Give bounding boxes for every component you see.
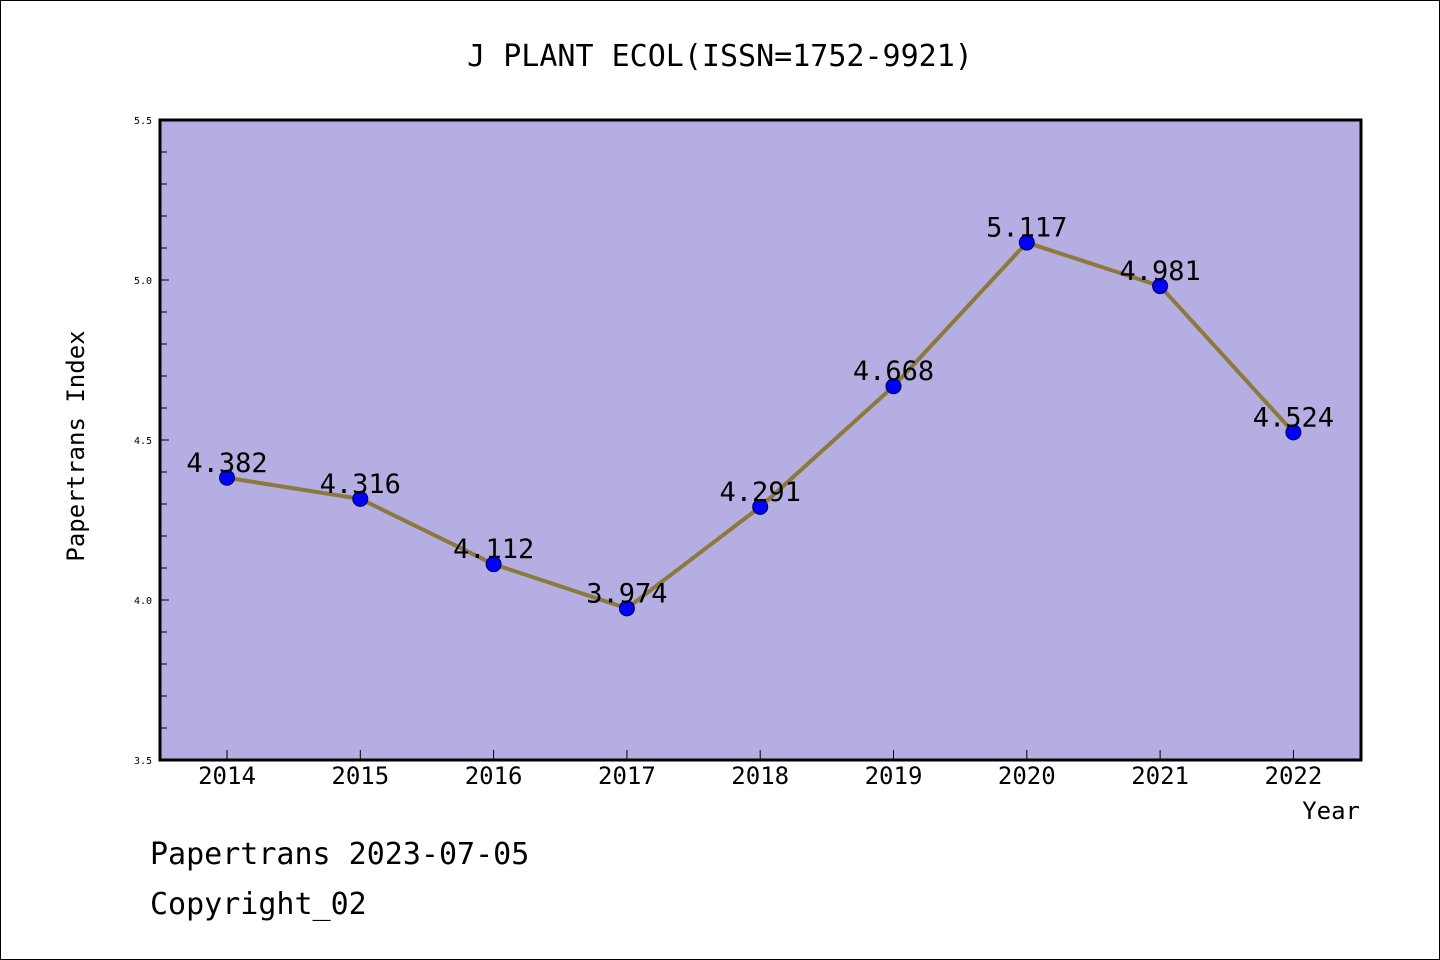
x-tick-label: 2016 bbox=[465, 762, 523, 790]
data-labels: 4.382 4.316 4.112 3.974 4.291 4.668 5.117 4.981… bbox=[186, 213, 1334, 610]
data-point bbox=[752, 498, 769, 515]
x-tick-label: 2017 bbox=[598, 762, 656, 790]
data-point bbox=[219, 469, 235, 486]
data-point bbox=[1285, 424, 1302, 441]
x-tick-label: 2020 bbox=[998, 762, 1056, 790]
footer-date: Papertrans 2023-07-05 bbox=[150, 837, 529, 872]
chart-title: J PLANT ECOL(ISSN=1752-9921) bbox=[467, 39, 973, 74]
data-point bbox=[352, 490, 369, 507]
footer-copyright: Copyright_02 bbox=[150, 887, 367, 922]
data-points bbox=[219, 234, 1302, 617]
data-label: 3.974 bbox=[586, 578, 667, 609]
data-label: 4.291 bbox=[720, 477, 801, 508]
y-tick-label: 3.5 bbox=[134, 756, 152, 767]
data-point bbox=[1018, 234, 1035, 251]
x-tick-label: 2018 bbox=[731, 762, 789, 790]
y-axis-label: Papertrans Index bbox=[62, 330, 90, 561]
data-label: 5.117 bbox=[986, 213, 1067, 244]
x-tick-label: 2019 bbox=[865, 762, 923, 790]
data-point bbox=[485, 556, 502, 573]
data-label: 4.316 bbox=[320, 469, 401, 500]
y-tick-label: 5.0 bbox=[134, 276, 152, 287]
data-point bbox=[1152, 278, 1169, 295]
x-tick-label: 2015 bbox=[331, 762, 389, 790]
data-point bbox=[618, 600, 635, 617]
x-tick-label: 2014 bbox=[198, 762, 256, 790]
data-label: 4.981 bbox=[1119, 256, 1200, 287]
plot-area bbox=[160, 120, 1361, 760]
data-label: 4.524 bbox=[1253, 402, 1334, 433]
x-tick-label: 2022 bbox=[1265, 762, 1323, 790]
data-point bbox=[885, 378, 902, 395]
plot-border bbox=[158, 118, 1363, 762]
data-label: 4.382 bbox=[186, 448, 267, 479]
x-axis-label: Year bbox=[1302, 797, 1360, 825]
data-label: 4.112 bbox=[453, 534, 534, 565]
data-label: 4.668 bbox=[853, 356, 934, 387]
x-tick-label: 2021 bbox=[1131, 762, 1189, 790]
y-tick-label: 4.5 bbox=[134, 436, 152, 447]
y-tick-label: 5.5 bbox=[134, 116, 152, 127]
y-tick-label: 4.0 bbox=[134, 596, 152, 607]
x-axis: 2014 2015 2016 2017 2018 2019 2020 2021 2022 bbox=[198, 750, 1322, 790]
